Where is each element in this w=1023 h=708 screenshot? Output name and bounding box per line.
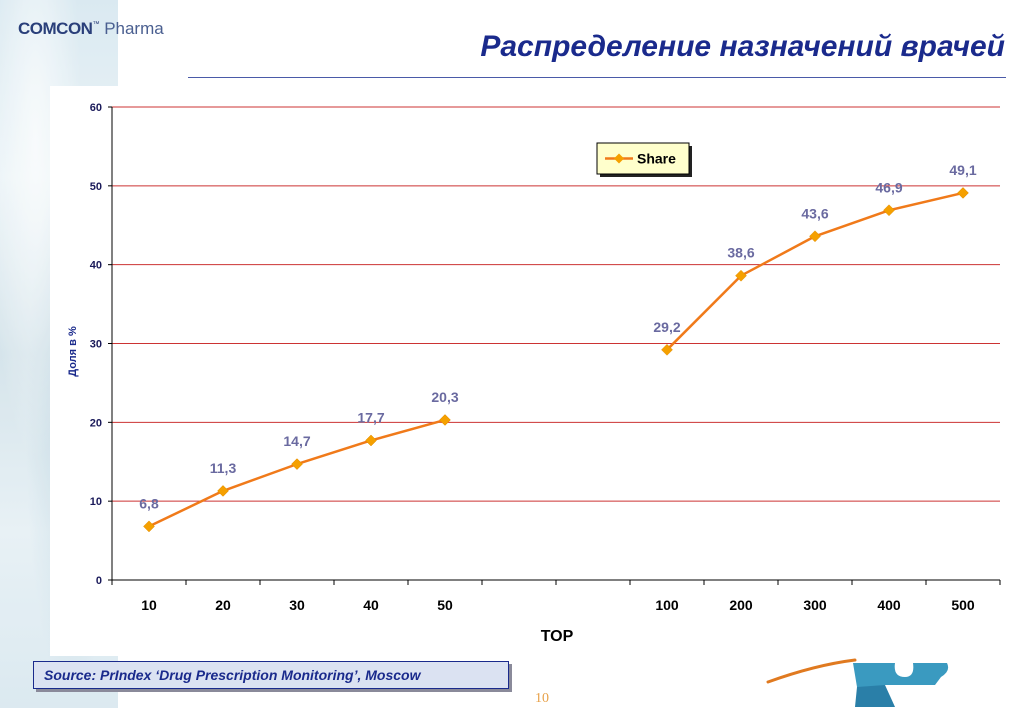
data-point: [439, 414, 451, 426]
data-label: 49,1: [949, 162, 976, 178]
x-tick-label: 40: [363, 597, 379, 613]
line-chart: 0 10 20 30 40 50 60 10 20 30 40 50 100 200 300 400 500 TO…: [50, 86, 1010, 656]
data-point: [217, 485, 229, 497]
x-tick-label: 20: [215, 597, 231, 613]
source-note: Source: PrIndex ‘Drug Prescription Monit…: [33, 661, 509, 689]
data-point: [365, 434, 377, 447]
puzzle-decoration: [766, 658, 949, 707]
x-axis-title: TOP: [541, 628, 574, 645]
chart-container: 0 10 20 30 40 50 60 10 20 30 40 50 100 200 300 400 500 TO…: [50, 86, 1010, 656]
x-tick-label: 300: [803, 597, 827, 613]
logo-sub: Pharma: [104, 19, 164, 38]
data-point: [809, 230, 821, 243]
x-tick-label: 50: [437, 597, 453, 613]
data-label: 29,2: [653, 319, 680, 335]
logo-brand: COMCON: [18, 19, 93, 38]
legend-swatch-marker: [614, 153, 624, 164]
x-tick-label: 400: [877, 597, 901, 613]
page-title: Распределение назначений врачей: [480, 30, 1005, 63]
data-point: [291, 458, 303, 470]
legend-entry: Share: [637, 151, 676, 167]
company-logo: COMCON™ Pharma: [18, 19, 164, 39]
y-tick-label: 60: [90, 102, 102, 114]
y-tick-label: 0: [96, 575, 102, 587]
x-tick-label: 100: [655, 597, 679, 613]
data-point: [735, 269, 747, 282]
x-tick-label: 200: [729, 597, 753, 613]
y-tick-label: 50: [90, 181, 102, 193]
data-label: 38,6: [727, 245, 754, 261]
data-label: 6,8: [139, 495, 159, 511]
x-tick-label: 30: [289, 597, 305, 613]
y-tick-label: 20: [90, 417, 102, 429]
data-label: 14,7: [283, 433, 310, 449]
data-label: 46,9: [875, 179, 902, 195]
data-label: 20,3: [431, 389, 458, 405]
data-point: [883, 204, 895, 217]
title-underline: [188, 77, 1006, 78]
logo-trademark: ™: [92, 21, 100, 28]
y-axis-title: Доля в %: [67, 326, 79, 377]
y-tick-label: 30: [90, 339, 102, 351]
data-label: 17,7: [357, 409, 384, 425]
data-label: 43,6: [801, 205, 828, 221]
x-tick-label: 10: [141, 597, 157, 613]
data-point: [957, 187, 969, 199]
data-label: 11,3: [210, 460, 237, 476]
y-tick-label: 40: [90, 260, 102, 272]
chart-background: [50, 86, 1010, 656]
source-text: Source: PrIndex ‘Drug Prescription Monit…: [44, 667, 421, 683]
x-tick-label: 500: [951, 597, 975, 613]
data-point: [143, 520, 155, 533]
data-point: [661, 343, 673, 356]
page-number: 10: [535, 691, 549, 706]
y-tick-label: 10: [90, 496, 102, 508]
